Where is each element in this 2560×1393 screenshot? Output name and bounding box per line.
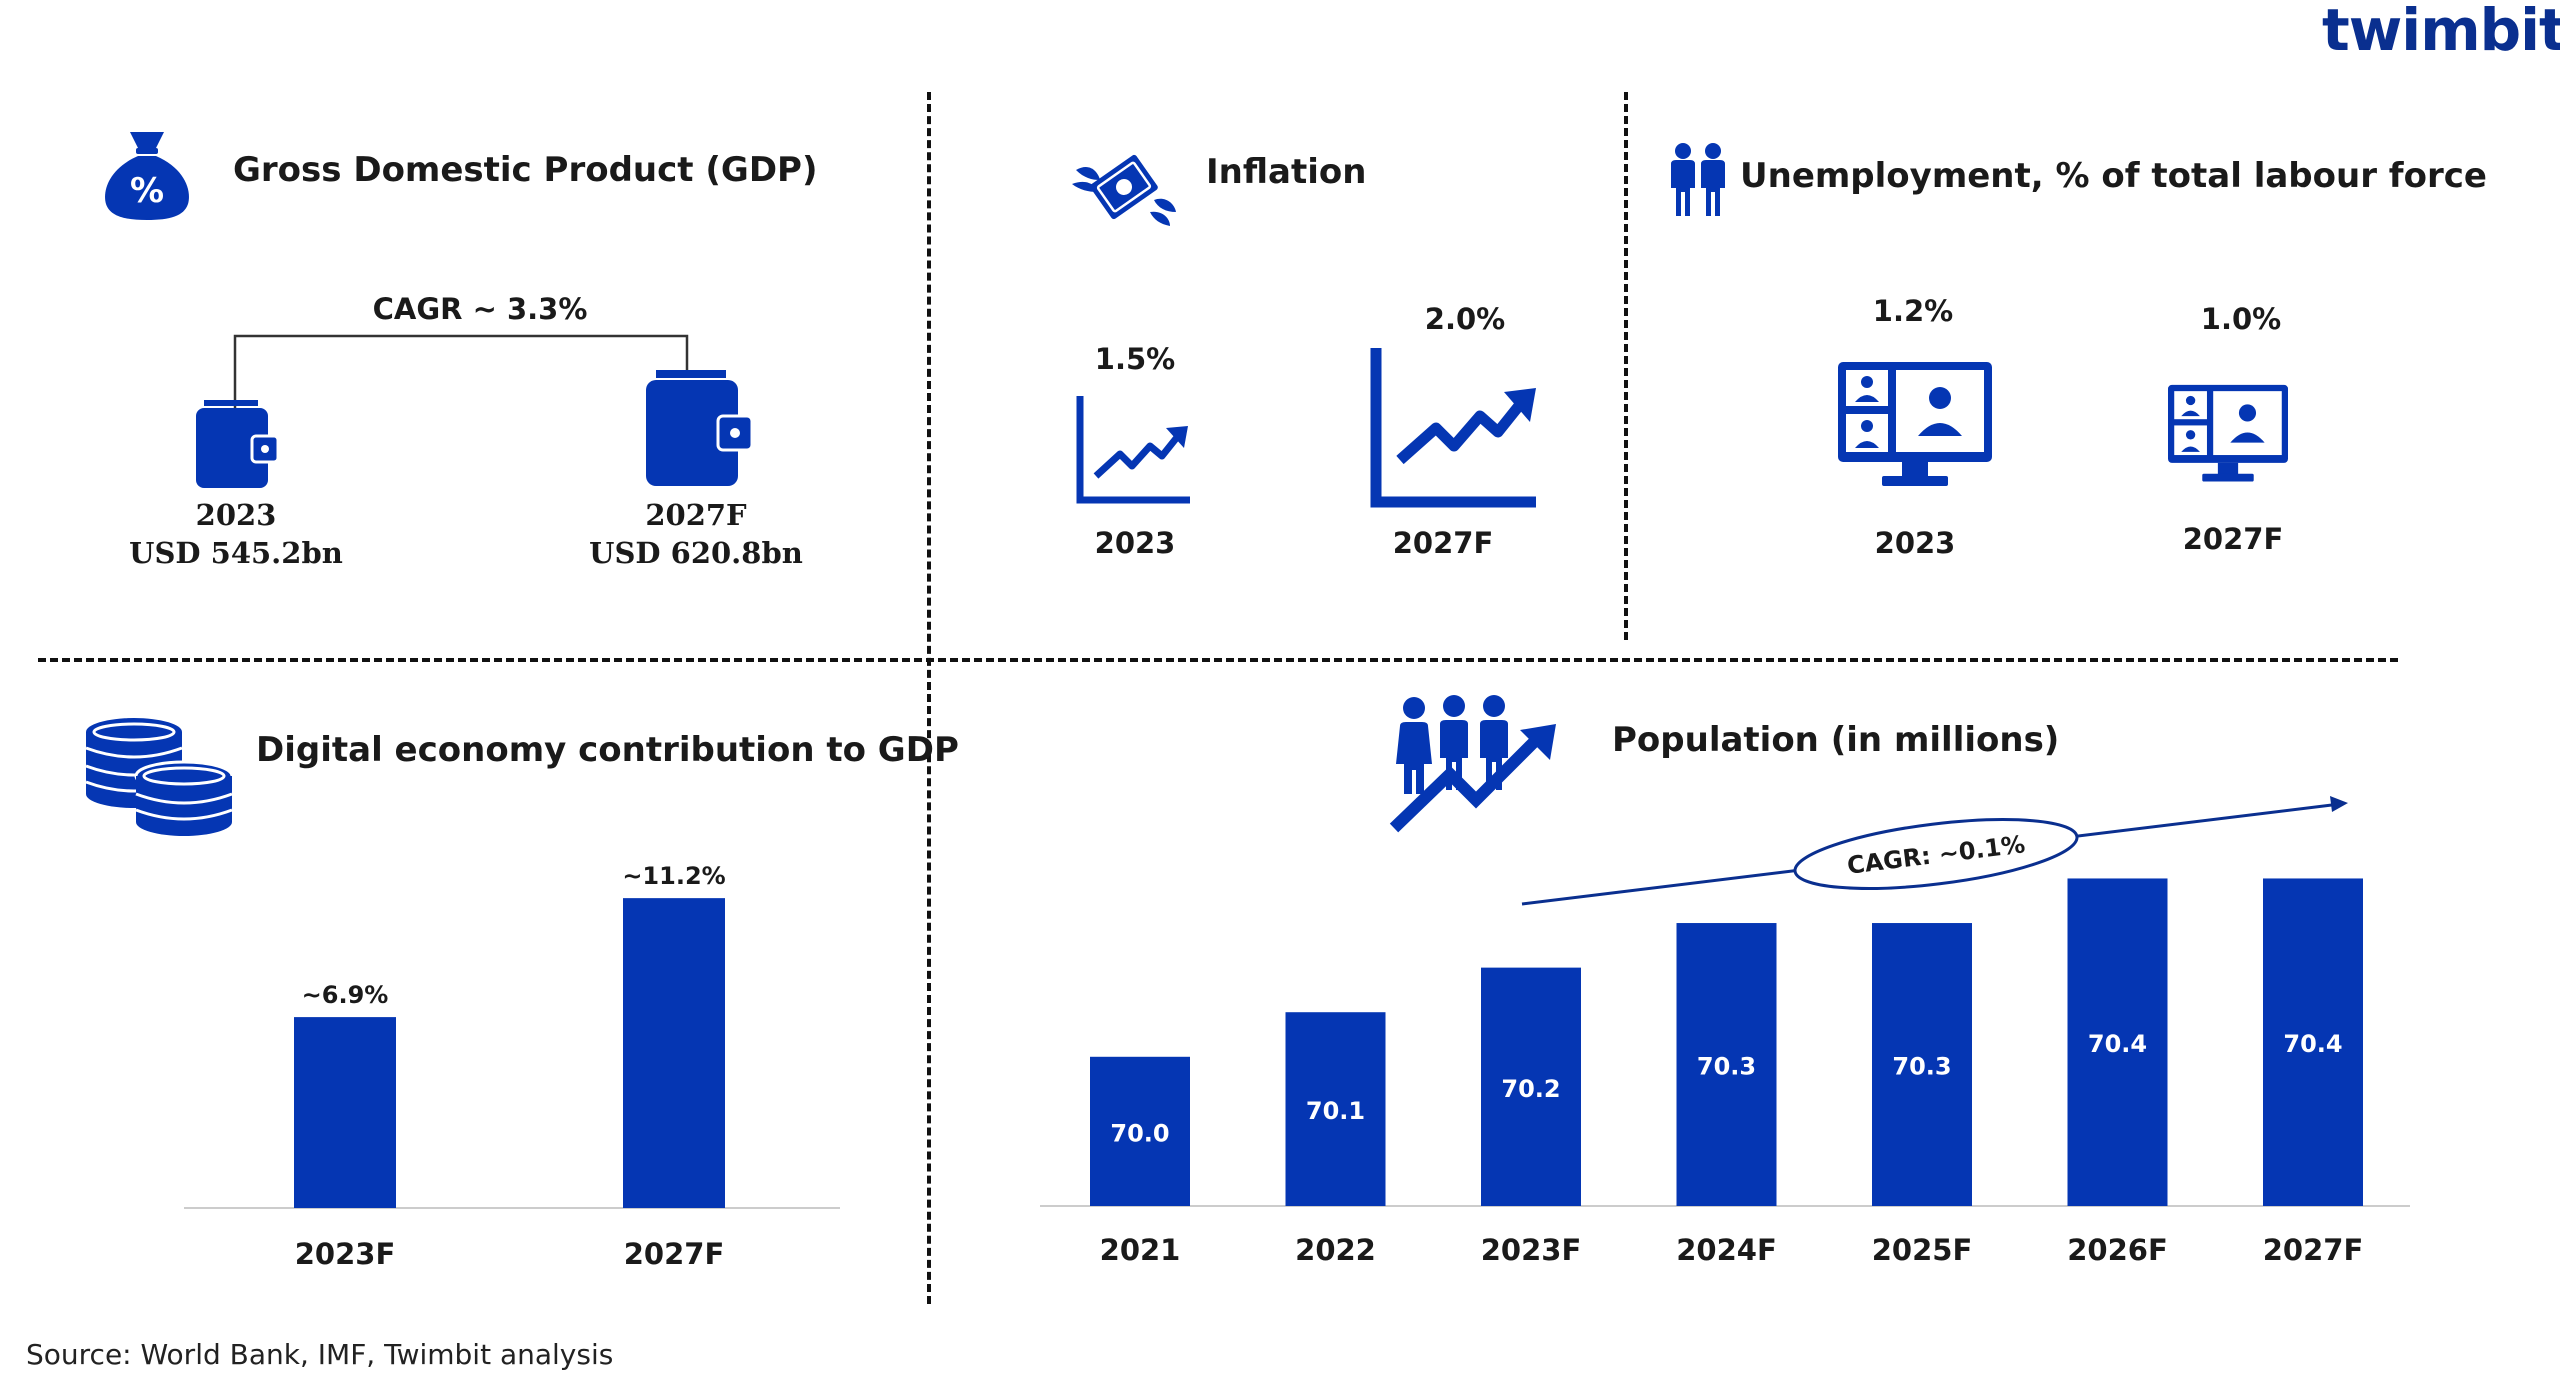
brand-name: twimbit <box>2322 0 2560 64</box>
digital-value-label: ~11.2% <box>622 862 725 890</box>
digital-title: Digital economy contribution to GDP <box>256 730 959 770</box>
svg-text:%: % <box>130 171 164 211</box>
population-category-label: 2022 <box>1295 1233 1376 1267</box>
population-category-label: 2026F <box>2067 1233 2168 1267</box>
population-bar <box>1090 1056 1190 1206</box>
wallet-icon <box>196 400 278 488</box>
population-value-label: 70.2 <box>1501 1075 1560 1103</box>
population-bar <box>2263 878 2363 1206</box>
population-bar <box>2067 878 2168 1206</box>
population-category-label: 2027F <box>2263 1233 2364 1267</box>
gdp-value-2027f: USD 620.8bn <box>589 536 803 570</box>
population-title: Population (in millions) <box>1612 720 2060 760</box>
brand-logo: twimbit <box>2322 0 2560 64</box>
population-bar <box>1872 923 1972 1206</box>
unemployment-value-2027f: 1.0% <box>2200 302 2282 336</box>
gdp-title: Gross Domestic Product (GDP) <box>233 150 818 190</box>
population-chart: 70.0 2021 70.1 2022 70.2 2023F 70.3 2024F 70.3 20… <box>1040 796 2410 1267</box>
coins-icon <box>85 718 234 836</box>
population-category-label: 2023F <box>1481 1233 1582 1267</box>
digital-bar <box>623 898 725 1208</box>
unemployment-year-2023: 2023 <box>1874 526 1956 560</box>
inflation-year-2027f: 2027F <box>1392 526 1494 560</box>
population-category-label: 2024F <box>1676 1233 1777 1267</box>
wallet-icon <box>646 370 752 486</box>
population-value-label: 70.0 <box>1110 1119 1169 1147</box>
population-value-label: 70.4 <box>2088 1030 2147 1058</box>
digital-value-label: ~6.9% <box>302 981 389 1009</box>
population-category-label: 2025F <box>1872 1233 1973 1267</box>
vertical-divider-left <box>927 92 931 1304</box>
monitor-people-icon <box>1838 362 1992 486</box>
flying-money-icon <box>1072 154 1176 226</box>
inflation-value-2027f: 2.0% <box>1424 302 1506 336</box>
gdp-year-2023: 2023 <box>195 498 277 532</box>
digital-chart: ~6.9% 2023F ~11.2% 2027F <box>184 862 840 1271</box>
cagr-ellipse <box>1793 818 2079 890</box>
vertical-divider-right <box>1624 92 1628 640</box>
population-value-label: 70.1 <box>1306 1097 1365 1125</box>
population-category-label: 2021 <box>1100 1233 1181 1267</box>
unemployment-title: Unemployment, % of total labour force <box>1740 156 2487 196</box>
cagr-arrowhead-icon <box>2330 796 2348 812</box>
digital-category-label: 2023F <box>295 1237 396 1271</box>
population-bar <box>1481 967 1581 1206</box>
people-icon <box>1671 143 1725 216</box>
source-note: Source: World Bank, IMF, Twimbit analysi… <box>26 1338 614 1371</box>
inflation-value-2023: 1.5% <box>1094 342 1176 376</box>
population-bar <box>1676 923 1777 1206</box>
gdp-year-2027f: 2027F <box>645 498 747 532</box>
trend-chart-icon <box>1076 396 1190 504</box>
population-value-label: 70.4 <box>2283 1030 2342 1058</box>
population-bar <box>1285 1012 1386 1206</box>
digital-category-label: 2027F <box>624 1237 725 1271</box>
digital-bar <box>294 1017 396 1208</box>
population-value-label: 70.3 <box>1892 1053 1951 1081</box>
inflation-title: Inflation <box>1206 152 1367 192</box>
gdp-value-2023: USD 545.2bn <box>129 536 343 570</box>
inflation-year-2023: 2023 <box>1094 526 1176 560</box>
trend-chart-icon <box>1370 348 1536 508</box>
unemployment-year-2027f: 2027F <box>2182 522 2284 556</box>
money-bag-percent-icon: % <box>105 132 189 220</box>
unemployment-value-2023: 1.2% <box>1872 294 1954 328</box>
horizontal-divider <box>38 658 2398 662</box>
population-growth-icon <box>1389 695 1556 833</box>
gdp-cagr-label: CAGR ~ 3.3% <box>372 292 588 326</box>
population-value-label: 70.3 <box>1697 1053 1756 1081</box>
monitor-people-icon <box>2168 384 2288 482</box>
gdp-cagr-bracket <box>233 334 689 408</box>
